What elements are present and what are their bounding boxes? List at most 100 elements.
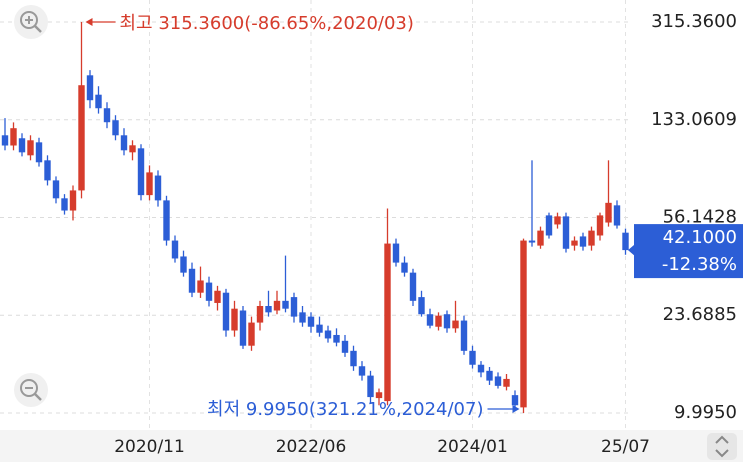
candle-body (129, 145, 136, 153)
candle-body (256, 306, 264, 323)
candle-body (418, 297, 425, 315)
candle-body (205, 282, 213, 301)
candle-body (197, 280, 204, 293)
candle-body (452, 320, 459, 329)
candle-body (511, 395, 519, 406)
candle-body (35, 142, 43, 163)
y-tick-label: 56.1428 (663, 206, 737, 227)
candle-body (324, 330, 332, 339)
candle-body (401, 262, 408, 273)
last-price-label: 42.1000 (663, 227, 737, 248)
candle-body (103, 108, 111, 123)
candle-body (358, 366, 366, 376)
candle-body (163, 200, 170, 241)
candle-body (460, 320, 468, 351)
candle-body (52, 180, 60, 199)
candle-body (239, 310, 247, 346)
labels: 315.3600 133.0609 56.1428 23.6885 9.9950 2020… (85, 11, 743, 457)
candle-body (307, 316, 315, 327)
max-annotation: 최고 315.3600(-86.65%,2020/03) (120, 13, 414, 34)
candle-body (112, 120, 119, 136)
candle-body (350, 350, 357, 367)
candle-body (392, 243, 400, 263)
candle-body (316, 324, 323, 333)
candle-body (341, 340, 349, 353)
candle-body (146, 172, 153, 196)
min-annotation: 최저 9.9950(321.21%,2024/07) (207, 399, 483, 420)
candle-body (27, 140, 34, 156)
candles (1, 22, 629, 413)
candle-body (613, 205, 621, 226)
candle-body (579, 236, 587, 247)
candle-body (528, 240, 536, 243)
candle-body (596, 215, 604, 236)
candle-body (469, 350, 476, 365)
candle-body (384, 243, 391, 402)
candle-body (562, 216, 570, 249)
candle-body (426, 314, 434, 326)
x-tick-label: 2024/01 (437, 437, 508, 457)
candle-body (44, 160, 51, 181)
candle-body (409, 272, 417, 301)
candle-body (265, 306, 272, 313)
candle-body (375, 392, 383, 399)
last-price-pointer (628, 244, 635, 257)
zoom-in-button[interactable] (14, 5, 48, 39)
candle-body (18, 138, 26, 153)
candle-body (137, 148, 145, 196)
candle-body (61, 198, 68, 211)
candle-body (520, 240, 527, 408)
candle-body (443, 314, 451, 329)
candle-body (571, 240, 578, 246)
y-tick-label: 23.6885 (663, 304, 737, 325)
candle-body (486, 370, 493, 381)
grid (0, 0, 632, 430)
candle-body (69, 190, 77, 211)
candle-body (477, 364, 485, 373)
y-tick-label: 315.3600 (651, 11, 737, 32)
candle-body (78, 85, 85, 191)
candle-body (282, 300, 289, 309)
candle-body (1, 135, 9, 146)
candle-body (554, 216, 561, 225)
candle-body (588, 230, 595, 246)
candle-body (10, 128, 17, 146)
candle-body (154, 175, 162, 201)
candle-body (180, 256, 187, 273)
last-price-box (634, 224, 743, 279)
candle-body (367, 375, 374, 398)
candle-body (299, 312, 306, 323)
candle-body (435, 315, 442, 327)
change-label: -12.38% (662, 254, 737, 275)
candle-body (537, 230, 544, 246)
candle-body (605, 202, 612, 223)
max-arrow-head (85, 18, 93, 27)
candle-body (120, 135, 128, 151)
x-tick-label: 25/07 (601, 437, 650, 457)
min-arrow-head (512, 404, 520, 413)
y-tick-label: 133.0609 (651, 109, 737, 130)
candle-body (333, 334, 340, 343)
candle-body (545, 215, 553, 236)
candle-body (214, 290, 221, 303)
candle-body (273, 300, 281, 311)
candle-body (188, 268, 196, 293)
x-tick-label: 2022/06 (276, 437, 347, 457)
candle-body (171, 240, 179, 259)
scroll-button[interactable] (707, 433, 737, 460)
candle-body (222, 292, 230, 331)
candle-body (494, 376, 502, 386)
candle-body (86, 75, 94, 101)
candle-body (622, 232, 629, 251)
candle-body (248, 322, 255, 346)
zoom-out-button[interactable] (14, 373, 48, 407)
candle-body (503, 378, 510, 387)
x-tick-label: 2020/11 (114, 437, 185, 457)
candle-body (231, 308, 238, 331)
y-tick-label: 9.9950 (674, 402, 737, 423)
x-axis-strip (0, 430, 743, 462)
candle-body (95, 94, 102, 109)
candle-body (290, 297, 298, 317)
